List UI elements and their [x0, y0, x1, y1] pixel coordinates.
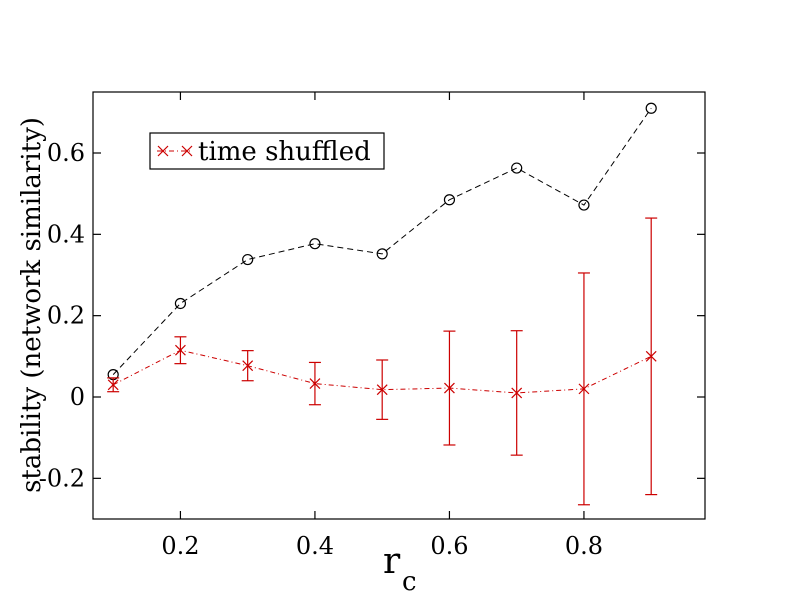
data-point-circle: [242, 253, 254, 266]
data-point-x-stroke: [376, 384, 388, 396]
y-axis-label: stability (network similarity): [17, 117, 47, 493]
data-point-x: [376, 384, 388, 396]
series-time-shuffled: [107, 217, 658, 506]
data-point-x: [309, 378, 321, 390]
plot-frame: [92, 91, 706, 520]
data-point-x-stroke: [107, 379, 119, 391]
y-tick-label: -0.2: [39, 464, 85, 492]
data-point-circle: [443, 194, 456, 206]
x-tick-label: 0.8: [565, 532, 603, 560]
x-tick-label: 0.4: [296, 532, 334, 560]
y-tick-label: 0.4: [47, 220, 85, 248]
series-layer: [107, 102, 658, 506]
x-tick-label: 0.2: [161, 532, 199, 560]
series-line: [112, 349, 652, 394]
data-point-x: [511, 387, 523, 399]
data-point-circle: [174, 297, 187, 310]
data-point-x: [175, 344, 186, 356]
y-tick-label: 0: [70, 383, 85, 411]
data-point-x: [444, 382, 455, 394]
data-point-x: [107, 379, 119, 391]
x-axis-label-subscript: c: [402, 567, 417, 597]
axis-ticks: 0.2 0.4 0.6 0.8 -0.2 0 0.2 0.4 0.6: [39, 92, 705, 560]
data-point-x-stroke: [645, 350, 657, 362]
series-line: [112, 107, 652, 375]
data-point-x-stroke: [309, 378, 321, 390]
data-point-x-stroke: [444, 382, 455, 394]
data-point-circle: [578, 199, 590, 211]
y-tick-label: 0.6: [47, 139, 85, 167]
legend-label-time-shuffled: time shuffled: [198, 137, 371, 167]
x-tick-label: 0.6: [430, 532, 468, 560]
data-point-circle: [376, 248, 388, 260]
data-point-circle: [309, 238, 321, 250]
data-point-x: [578, 383, 590, 395]
x-axis-label: r: [383, 541, 401, 582]
legend-marker-x: [157, 145, 193, 157]
data-point-x: [242, 360, 254, 372]
y-tick-label: 0.2: [47, 302, 85, 330]
data-point-x-stroke: [175, 344, 186, 356]
data-point-x-stroke: [511, 387, 523, 399]
data-point-circle: [645, 102, 657, 114]
data-point-x-stroke: [242, 360, 254, 372]
legend: time shuffled: [149, 132, 385, 170]
data-point-x-stroke: [578, 383, 590, 395]
data-point-x: [645, 350, 657, 362]
data-point-circle: [511, 162, 523, 174]
